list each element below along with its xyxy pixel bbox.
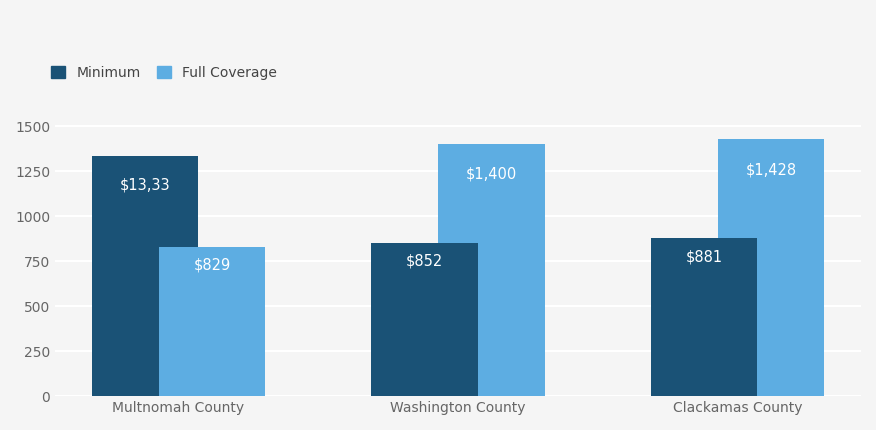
Text: $829: $829 [194,257,230,272]
Bar [651,237,757,396]
Bar [92,156,198,396]
Legend: Minimum, Full Coverage: Minimum, Full Coverage [46,61,283,86]
Bar [159,247,265,396]
Text: $1,428: $1,428 [745,163,797,178]
Text: $13,33: $13,33 [119,178,170,193]
Bar [438,144,545,396]
Text: $852: $852 [406,254,443,269]
Text: $1,400: $1,400 [466,167,517,182]
Bar [718,139,824,396]
Bar [371,243,477,396]
Text: $881: $881 [686,249,723,264]
